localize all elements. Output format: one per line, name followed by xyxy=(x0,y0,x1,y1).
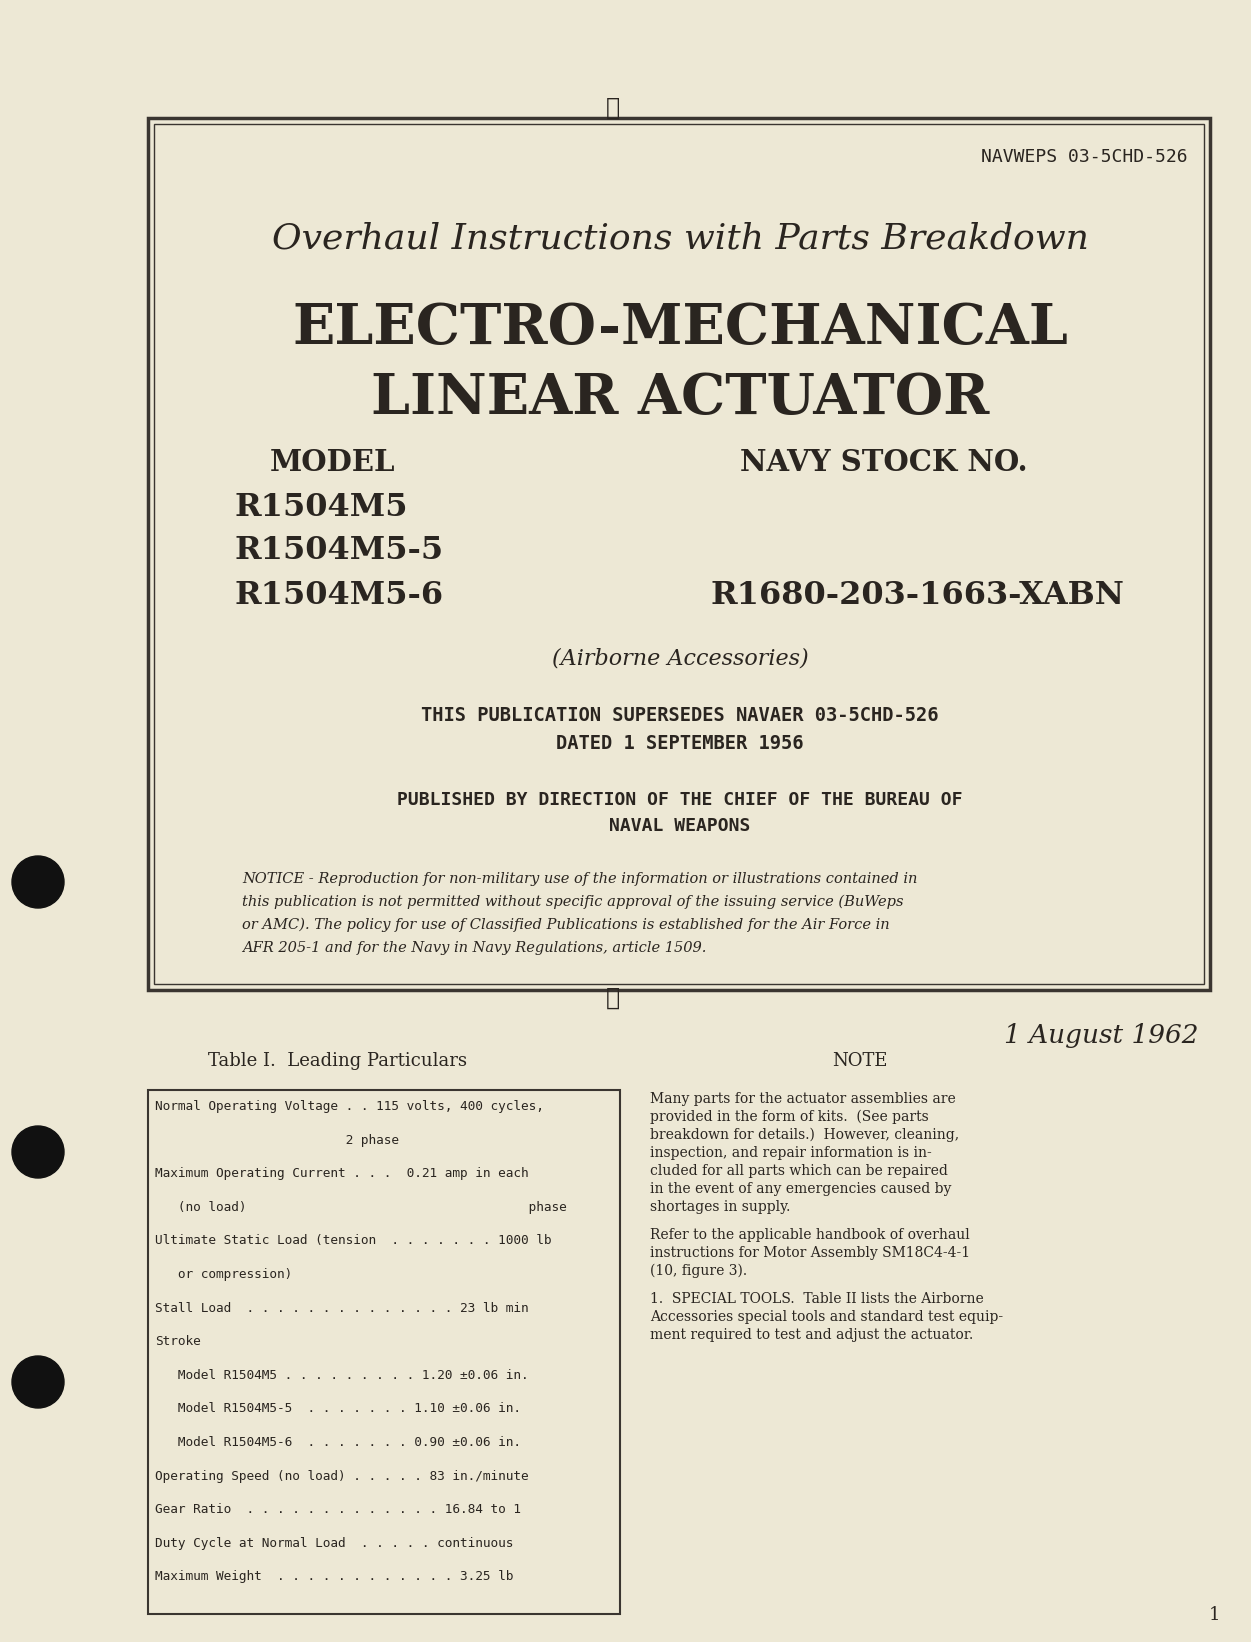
Text: 2 phase: 2 phase xyxy=(155,1133,399,1146)
Text: Model R1504M5-5  . . . . . . . 1.10 ±0.06 in.: Model R1504M5-5 . . . . . . . 1.10 ±0.06… xyxy=(155,1402,520,1415)
Text: inspection, and repair information is in-: inspection, and repair information is in… xyxy=(651,1146,932,1159)
Text: or compression): or compression) xyxy=(155,1268,293,1281)
Text: ★: ★ xyxy=(605,97,620,120)
Text: Stall Load  . . . . . . . . . . . . . . 23 lb min: Stall Load . . . . . . . . . . . . . . 2… xyxy=(155,1302,529,1315)
Text: Stroke: Stroke xyxy=(155,1335,200,1348)
Text: ment required to test and adjust the actuator.: ment required to test and adjust the act… xyxy=(651,1328,973,1342)
Text: (Airborne Accessories): (Airborne Accessories) xyxy=(552,647,808,668)
Text: this publication is not permitted without specific approval of the issuing servi: this publication is not permitted withou… xyxy=(241,895,903,910)
Text: R1504M5: R1504M5 xyxy=(235,491,409,522)
Text: (10, figure 3).: (10, figure 3). xyxy=(651,1264,747,1279)
Text: or AMC). The policy for use of Classified Publications is established for the Ai: or AMC). The policy for use of Classifie… xyxy=(241,918,889,933)
Text: MODEL: MODEL xyxy=(270,448,395,476)
Text: Operating Speed (no load) . . . . . 83 in./minute: Operating Speed (no load) . . . . . 83 i… xyxy=(155,1470,529,1483)
Text: shortages in supply.: shortages in supply. xyxy=(651,1200,791,1213)
Text: ★: ★ xyxy=(605,987,620,1010)
Text: instructions for Motor Assembly SM18C4-4-1: instructions for Motor Assembly SM18C4-4… xyxy=(651,1246,970,1259)
Text: Model R1504M5 . . . . . . . . . 1.20 ±0.06 in.: Model R1504M5 . . . . . . . . . 1.20 ±0.… xyxy=(155,1369,529,1383)
Text: ELECTRO-MECHANICAL: ELECTRO-MECHANICAL xyxy=(291,300,1068,356)
Text: in the event of any emergencies caused by: in the event of any emergencies caused b… xyxy=(651,1182,951,1195)
Text: Many parts for the actuator assemblies are: Many parts for the actuator assemblies a… xyxy=(651,1092,956,1107)
Circle shape xyxy=(13,855,64,908)
Text: Maximum Operating Current . . .  0.21 amp in each: Maximum Operating Current . . . 0.21 amp… xyxy=(155,1167,529,1181)
Text: R1680-203-1663-XABN: R1680-203-1663-XABN xyxy=(711,580,1123,611)
Text: Ultimate Static Load (tension  . . . . . . . 1000 lb: Ultimate Static Load (tension . . . . . … xyxy=(155,1235,552,1248)
Text: AFR 205-1 and for the Navy in Navy Regulations, article 1509.: AFR 205-1 and for the Navy in Navy Regul… xyxy=(241,941,707,956)
Text: LINEAR ACTUATOR: LINEAR ACTUATOR xyxy=(370,371,990,425)
Text: THIS PUBLICATION SUPERSEDES NAVAER 03-5CHD-526: THIS PUBLICATION SUPERSEDES NAVAER 03-5C… xyxy=(422,706,938,724)
Text: R1504M5-5: R1504M5-5 xyxy=(235,535,444,565)
Bar xyxy=(148,118,1210,990)
Text: Normal Operating Voltage . . 115 volts, 400 cycles,: Normal Operating Voltage . . 115 volts, … xyxy=(155,1100,544,1113)
Text: Maximum Weight  . . . . . . . . . . . . 3.25 lb: Maximum Weight . . . . . . . . . . . . 3… xyxy=(155,1570,513,1583)
Text: 1: 1 xyxy=(1208,1606,1220,1624)
Text: (no load)                                     phase: (no load) phase xyxy=(155,1200,567,1213)
Text: NAVAL WEAPONS: NAVAL WEAPONS xyxy=(609,818,751,836)
Text: Accessories special tools and standard test equip-: Accessories special tools and standard t… xyxy=(651,1310,1003,1323)
Circle shape xyxy=(13,1356,64,1407)
Text: NAVY STOCK NO.: NAVY STOCK NO. xyxy=(741,448,1027,476)
Text: breakdown for details.)  However, cleaning,: breakdown for details.) However, cleanin… xyxy=(651,1128,960,1143)
Bar xyxy=(148,1090,620,1614)
Text: provided in the form of kits.  (See parts: provided in the form of kits. (See parts xyxy=(651,1110,928,1125)
Text: cluded for all parts which can be repaired: cluded for all parts which can be repair… xyxy=(651,1164,948,1177)
Circle shape xyxy=(13,1126,64,1177)
Text: Refer to the applicable handbook of overhaul: Refer to the applicable handbook of over… xyxy=(651,1228,970,1241)
Text: Duty Cycle at Normal Load  . . . . . continuous: Duty Cycle at Normal Load . . . . . cont… xyxy=(155,1537,513,1550)
Text: NOTICE - Reproduction for non-military use of the information or illustrations c: NOTICE - Reproduction for non-military u… xyxy=(241,872,917,887)
Text: R1504M5-6: R1504M5-6 xyxy=(235,580,444,611)
Text: DATED 1 SEPTEMBER 1956: DATED 1 SEPTEMBER 1956 xyxy=(557,734,803,752)
Bar xyxy=(154,125,1203,984)
Text: Overhaul Instructions with Parts Breakdown: Overhaul Instructions with Parts Breakdo… xyxy=(271,222,1088,255)
Text: 1.  SPECIAL TOOLS.  Table II lists the Airborne: 1. SPECIAL TOOLS. Table II lists the Air… xyxy=(651,1292,983,1305)
Text: 1 August 1962: 1 August 1962 xyxy=(1003,1023,1198,1048)
Text: Model R1504M5-6  . . . . . . . 0.90 ±0.06 in.: Model R1504M5-6 . . . . . . . 0.90 ±0.06… xyxy=(155,1437,520,1448)
Text: NAVWEPS 03-5CHD-526: NAVWEPS 03-5CHD-526 xyxy=(981,148,1188,166)
Text: NOTE: NOTE xyxy=(832,1053,888,1071)
Text: Gear Ratio  . . . . . . . . . . . . . 16.84 to 1: Gear Ratio . . . . . . . . . . . . . 16.… xyxy=(155,1502,520,1516)
Text: PUBLISHED BY DIRECTION OF THE CHIEF OF THE BUREAU OF: PUBLISHED BY DIRECTION OF THE CHIEF OF T… xyxy=(398,791,963,810)
Text: Table I.  Leading Particulars: Table I. Leading Particulars xyxy=(208,1053,467,1071)
